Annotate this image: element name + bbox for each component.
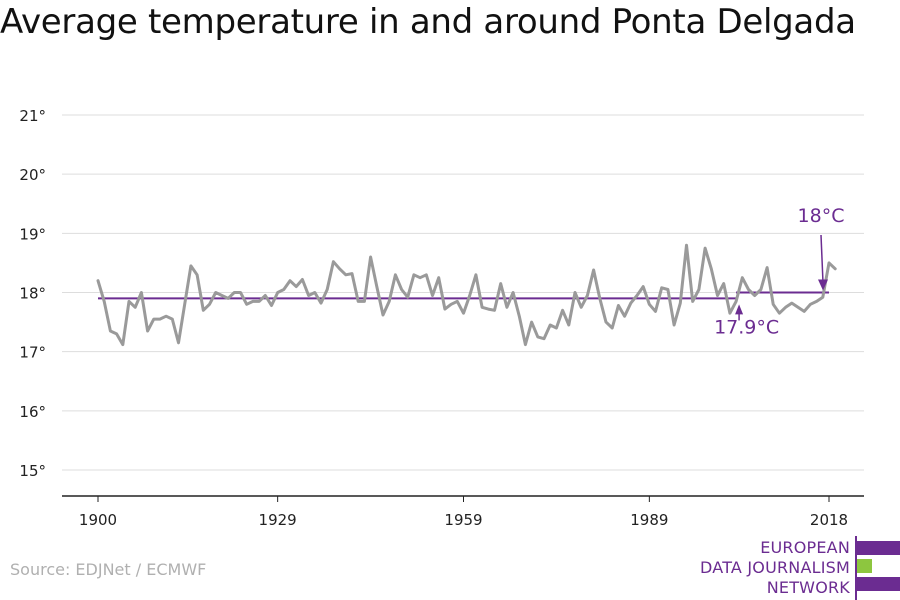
y-tick-label-18: 18° bbox=[19, 285, 46, 303]
logo-line-european: EUROPEAN bbox=[760, 538, 850, 557]
y-tick-label-21: 21° bbox=[19, 107, 46, 125]
edjnet-logo: EUROPEAN DATA JOURNALISM NETWORK bbox=[700, 536, 900, 600]
y-tick-label-19: 19° bbox=[19, 225, 46, 243]
annotation-arrow-head-2 bbox=[818, 279, 828, 291]
x-tick-label-1929: 1929 bbox=[259, 511, 297, 529]
annotation-label-2: 18°C bbox=[798, 205, 845, 227]
logo-line-network: NETWORK bbox=[766, 578, 850, 597]
y-tick-label-16: 16° bbox=[19, 403, 46, 421]
annotations: 17.9°C 18°C bbox=[714, 205, 844, 338]
annotation-arrow-stem-2 bbox=[820, 234, 824, 283]
logo-bar-middle bbox=[857, 559, 872, 573]
y-tick-label-15: 15° bbox=[19, 462, 46, 480]
y-tick-label-17: 17° bbox=[19, 344, 46, 362]
x-tick-label-2018: 2018 bbox=[810, 511, 848, 529]
x-tick-label-1900: 1900 bbox=[79, 511, 117, 529]
x-tick-label-1989: 1989 bbox=[630, 511, 668, 529]
chart-title: Average temperature in and around Ponta … bbox=[0, 2, 856, 42]
logo-bar-top bbox=[857, 541, 900, 555]
temperature-series bbox=[96, 243, 837, 347]
y-tick-label-20: 20° bbox=[19, 166, 46, 184]
temperature-line bbox=[96, 243, 837, 347]
y-axis-labels: 15° 16° 17° 18° 19° 20° 21° bbox=[19, 107, 46, 480]
logo-line-data-journalism: DATA JOURNALISM bbox=[700, 558, 850, 577]
annotation-arrow-head-1 bbox=[735, 304, 744, 315]
grid-lines bbox=[62, 114, 864, 471]
logo-rule bbox=[855, 536, 857, 600]
logo-bar-bottom bbox=[857, 577, 900, 591]
x-axis: 1900 1929 1959 1989 2018 bbox=[62, 495, 864, 529]
chart: 15° 16° 17° 18° 19° 20° 21° 1900 1929 1959 1989 20… bbox=[19, 107, 864, 529]
x-tick-label-1959: 1959 bbox=[444, 511, 482, 529]
source-note: Source: EDJNet / ECMWF bbox=[10, 560, 207, 579]
annotation-label-1: 17.9°C bbox=[714, 316, 779, 338]
